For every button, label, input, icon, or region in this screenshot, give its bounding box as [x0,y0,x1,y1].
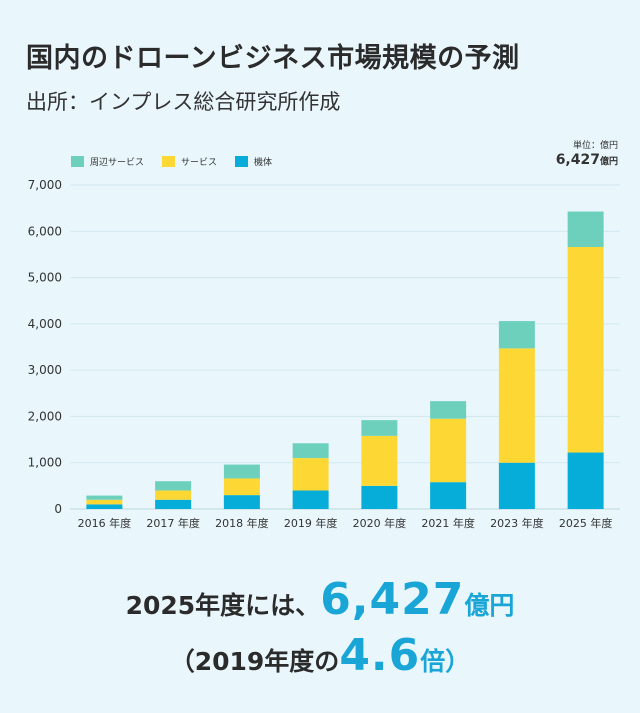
chart-title: 国内のドローンビジネス市場規模の予測 [26,43,520,74]
summary-line1-unit: 億円 [464,591,515,620]
bar-hardware [86,504,123,509]
total-label: 6,427億円 [556,152,618,168]
legend-label-peripheral: 周辺サービス [90,158,145,168]
unit-label: 単位：億円 [572,141,618,151]
bar-peripheral [223,464,260,479]
y-tick-label: 1,000 [28,456,62,470]
legend-swatch-peripheral [71,156,84,167]
chart-source: 出所：インプレス総合研究所作成 [26,90,341,114]
bar-hardware [430,482,467,509]
bar-peripheral [498,321,535,349]
y-tick-label: 5,000 [28,271,62,285]
y-tick-label: 4,000 [28,317,62,331]
bar-layer [86,211,604,509]
bar-services [86,499,123,505]
legend: 周辺サービス サービス 機体 [71,155,272,168]
x-tick-label: 2018 年度 [215,516,269,530]
bar-peripheral [567,211,604,248]
bar-hardware [361,485,398,509]
legend-label-services: サービス [181,158,218,168]
total-value: 6,427 [555,152,600,168]
grid-layer [70,184,620,510]
bar-services [292,458,329,491]
summary-line2-suffix: 倍） [420,647,471,676]
y-tick-label: 0 [54,502,62,516]
x-tick-label: 2017 年度 [146,516,200,530]
x-tick-label: 2016 年度 [78,516,132,530]
summary-line2-value: 4.6 [339,630,421,681]
legend-swatch-services [162,156,176,167]
bar-hardware [498,462,535,509]
legend-item-hardware: 機体 [235,155,272,168]
y-tick-label: 7,000 [28,178,62,192]
x-tick-label: 2020 年度 [353,516,407,530]
total-unit: 億円 [599,157,618,167]
bar-peripheral [155,481,192,491]
legend-label-hardware: 機体 [254,158,273,168]
y-tick-label: 2,000 [28,409,62,423]
bar-services [361,435,398,486]
bar-hardware [155,499,192,509]
label-layer: 0 1,000 2,000 3,000 4,000 5,000 6,000 7,000 2016… [28,178,613,530]
legend-item-services: サービス [162,155,217,168]
bar-peripheral [292,443,329,459]
y-tick-label: 3,000 [28,363,62,377]
summary-line-1: 2025年度には、6,427億円 [0,574,640,625]
bar-services [155,490,192,500]
x-tick-label: 2021 年度 [421,516,475,530]
bar-services [223,478,260,496]
summary-line-2: （2019年度の4.6倍） [0,630,640,681]
x-tick-label: 2023 年度 [490,516,544,530]
summary-line1-value: 6,427 [320,574,465,625]
summary-line1-prefix: 2025年度には、 [125,591,321,620]
x-tick-label: 2019 年度 [284,516,338,530]
bar-peripheral [361,420,398,436]
x-tick-label: 2025 年度 [559,516,613,530]
bar-hardware [567,452,604,509]
summary-line2-prefix: （2019年度の [169,647,340,676]
bar-peripheral [430,401,467,419]
legend-swatch-hardware [235,156,249,167]
bar-services [567,247,604,453]
bar-services [498,348,535,463]
y-tick-label: 6,000 [28,224,62,238]
bar-services [430,418,467,483]
legend-item-peripheral: 周辺サービス [71,155,144,168]
bar-hardware [223,495,260,509]
bar-peripheral [86,495,123,500]
bar-hardware [292,490,329,509]
